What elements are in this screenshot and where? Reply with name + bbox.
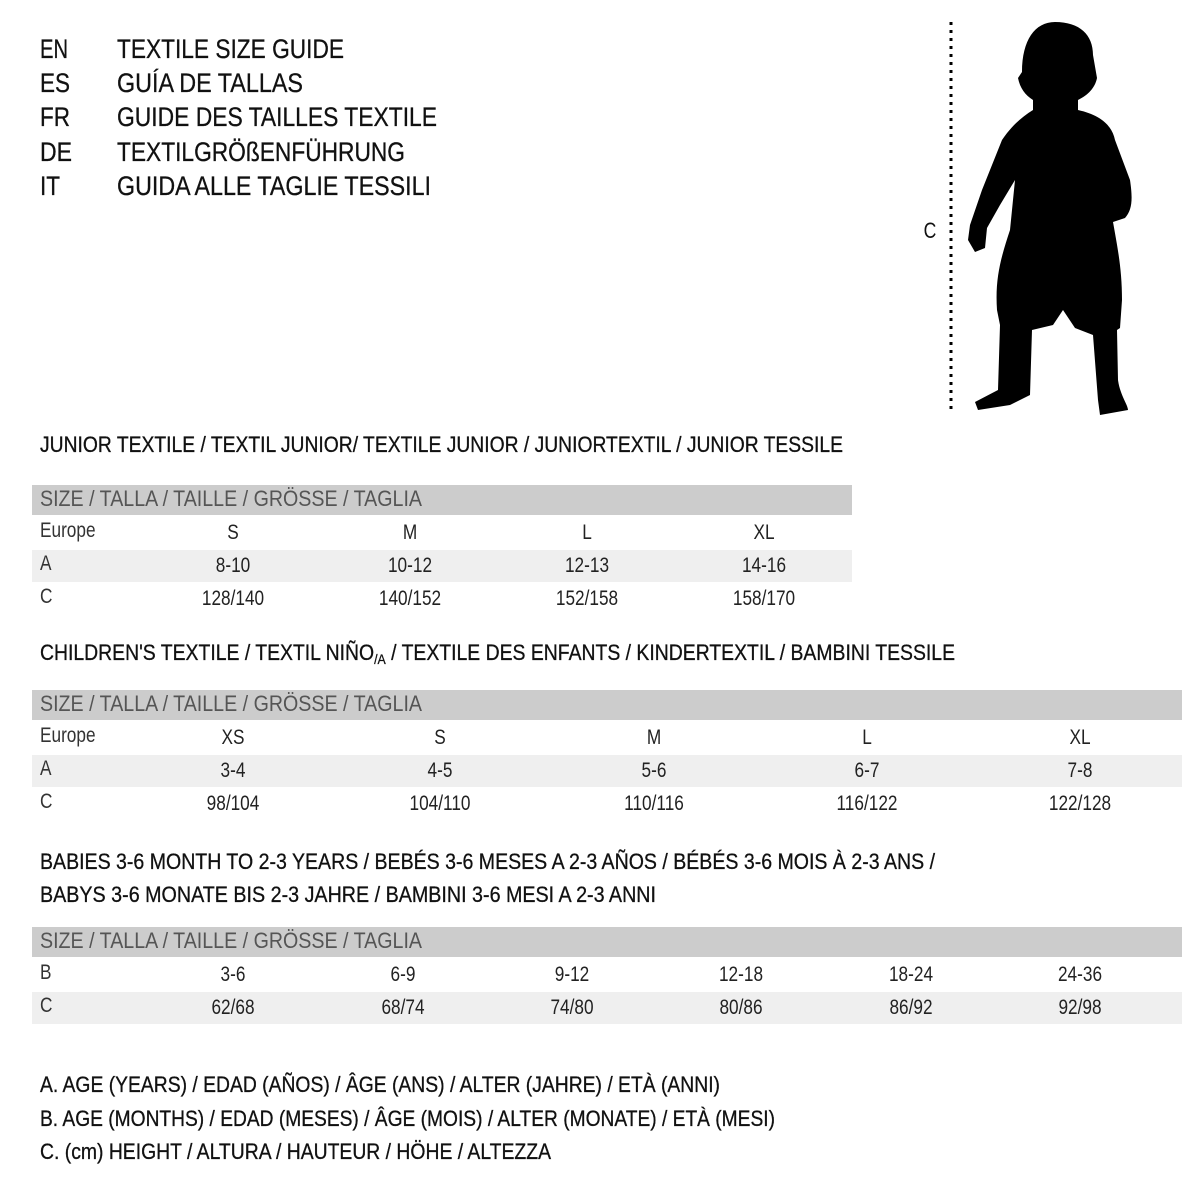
table-cell: M	[646, 726, 662, 749]
table-cell: 24-36	[1057, 963, 1103, 986]
size-header: SIZE / TALLA / TAILLE / GRÖSSE / TAGLIA	[40, 928, 422, 953]
size-header-band	[32, 485, 852, 515]
size-header-band	[32, 690, 1182, 720]
table-cell: XL	[1069, 726, 1091, 749]
table-cell: S	[434, 726, 446, 749]
table-cell: 62/68	[211, 996, 255, 1019]
child-silhouette	[968, 22, 1132, 415]
lang-title: GUÍA DE TALLAS	[117, 68, 303, 98]
table-cell: 158/170	[732, 587, 796, 610]
table-cell: 9-12	[554, 963, 590, 986]
table-cell: 116/122	[836, 792, 898, 815]
table-cell: L	[582, 521, 592, 544]
table-cell: 12-18	[718, 963, 764, 986]
babies-title-line2: BABYS 3-6 MONATE BIS 2-3 JAHRE / BAMBINI…	[40, 882, 656, 907]
table-cell: 3-6	[220, 963, 246, 986]
legend-a: A. AGE (YEARS) / EDAD (AÑOS) / ÂGE (ANS)…	[40, 1072, 720, 1097]
row-label: C	[40, 790, 53, 813]
row-stripe	[32, 755, 1182, 787]
babies-title-line1: BABIES 3-6 MONTH TO 2-3 YEARS / BEBÉS 3-…	[40, 849, 935, 874]
table-cell: 4-5	[427, 759, 453, 782]
lang-title: GUIDE DES TAILLES TEXTILE	[117, 102, 437, 132]
table-cell: 6-7	[854, 759, 880, 782]
row-stripe	[32, 550, 852, 582]
table-cell: 3-4	[220, 759, 246, 782]
table-cell: M	[402, 521, 418, 544]
table-cell: 80/86	[719, 996, 763, 1019]
table-cell: 12-13	[564, 554, 610, 577]
table-cell: L	[862, 726, 872, 749]
table-cell: XS	[221, 726, 245, 749]
table-cell: S	[227, 521, 239, 544]
lang-title: GUIDA ALLE TAGLIE TESSILI	[117, 171, 431, 201]
children-title: CHILDREN'S TEXTILE / TEXTIL NIÑO/A / TEX…	[40, 640, 955, 667]
legend-c: C. (cm) HEIGHT / ALTURA / HAUTEUR / HÖHE…	[40, 1139, 551, 1164]
table-cell: 98/104	[206, 792, 260, 815]
row-label: C	[40, 585, 53, 608]
table-cell: 104/110	[409, 792, 471, 815]
lang-title: TEXTILGRÖßENFÜHRUNG	[117, 137, 405, 167]
junior-title: JUNIOR TEXTILE / TEXTIL JUNIOR/ TEXTILE …	[40, 432, 843, 457]
table-cell: 74/80	[550, 996, 594, 1019]
table-cell: XL	[753, 521, 775, 544]
lang-title: TEXTILE SIZE GUIDE	[117, 34, 344, 64]
row-stripe	[32, 992, 1182, 1024]
table-cell: 14-16	[741, 554, 787, 577]
table-cell: 140/152	[378, 587, 442, 610]
table-cell: 5-6	[641, 759, 667, 782]
row-label: Europe	[40, 724, 96, 747]
table-cell: 7-8	[1067, 759, 1093, 782]
lang-code: DE	[40, 137, 72, 167]
table-cell: 10-12	[387, 554, 433, 577]
size-header: SIZE / TALLA / TAILLE / GRÖSSE / TAGLIA	[40, 486, 422, 511]
table-cell: 86/92	[889, 996, 933, 1019]
row-label: A	[40, 552, 52, 575]
lang-code: IT	[40, 171, 60, 201]
table-cell: 122/128	[1048, 792, 1112, 815]
lang-code: FR	[40, 102, 70, 132]
table-cell: 110/116	[624, 792, 684, 815]
lang-code: ES	[40, 68, 70, 98]
size-header-band	[32, 927, 1182, 957]
size-header: SIZE / TALLA / TAILLE / GRÖSSE / TAGLIA	[40, 691, 422, 716]
table-cell: 152/158	[555, 587, 619, 610]
table-cell: 92/98	[1058, 996, 1102, 1019]
row-label: B	[40, 961, 52, 984]
row-label: Europe	[40, 519, 96, 542]
measure-label: C	[923, 218, 937, 243]
table-cell: 6-9	[390, 963, 416, 986]
lang-code: EN	[40, 34, 68, 64]
table-cell: 68/74	[381, 996, 425, 1019]
child-silhouette-icon	[949, 22, 1132, 415]
table-cell: 18-24	[888, 963, 934, 986]
legend-b: B. AGE (MONTHS) / EDAD (MESES) / ÂGE (MO…	[40, 1106, 775, 1131]
table-cell: 128/140	[201, 587, 265, 610]
row-label: A	[40, 757, 52, 780]
table-cell: 8-10	[215, 554, 251, 577]
row-label: C	[40, 994, 53, 1017]
